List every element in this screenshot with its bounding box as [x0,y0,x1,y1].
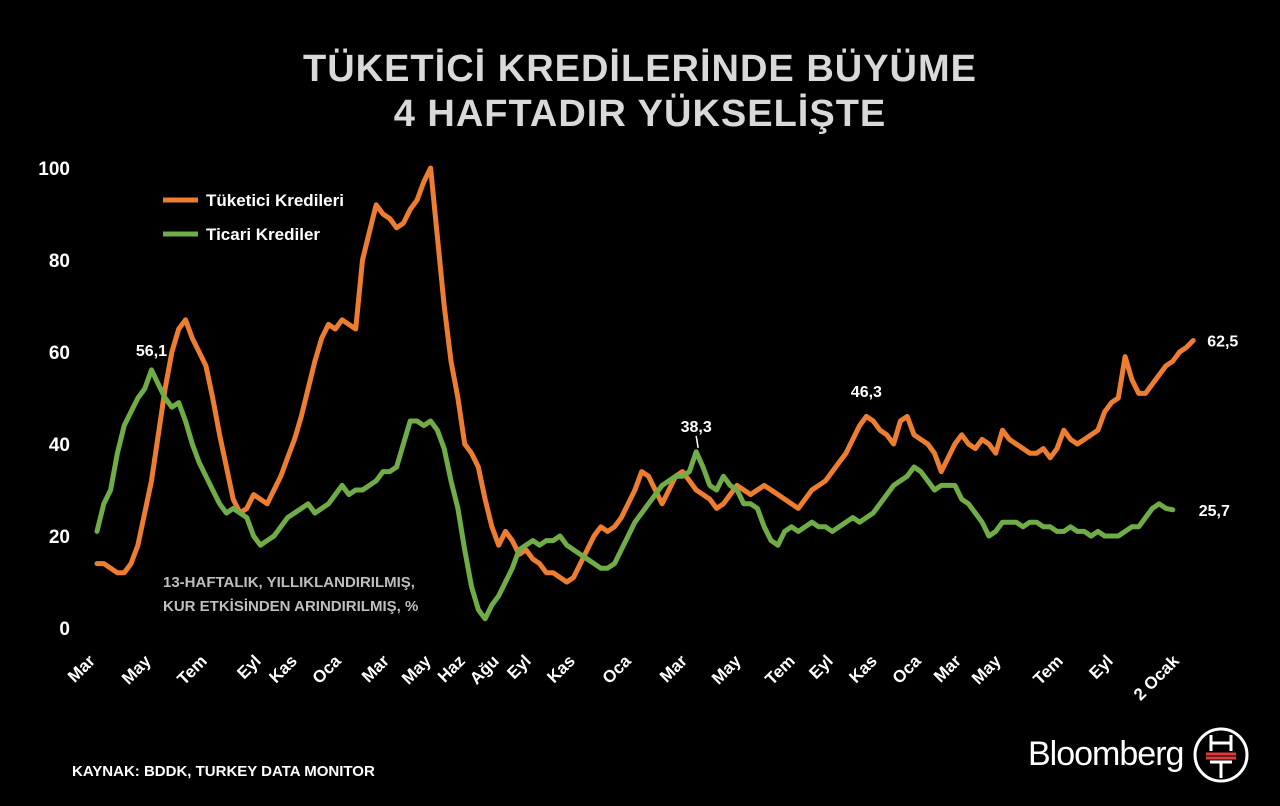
bloomberg-brand: Bloomberg [1028,735,1184,773]
y-tick-label: 0 [59,619,70,640]
x-tick-label: May [398,651,435,688]
series-lines [94,165,1196,622]
x-tick-label: Mar [64,651,99,686]
series-line-consumer [94,165,1196,585]
x-tick-label: Haz [434,651,469,686]
x-tick-label: Kas [543,651,578,686]
x-tick-label: Ağu [466,651,503,688]
x-tick-label: Tem [1030,651,1067,688]
annotation-pointer [695,435,699,448]
x-tick-label: May [708,651,745,688]
legend-label: Tüketici Kredileri [206,191,344,210]
x-tick-label: Mar [656,651,691,686]
x-tick-label: Kas [265,651,300,686]
x-tick-label: Eyl [503,651,534,682]
chart-note-line1: 13-HAFTALIK, YILLIKLANDIRILMIŞ, [163,574,415,591]
x-tick-label: Tem [762,651,799,688]
x-tick-label: Mar [358,651,393,686]
legend-label: Ticari Krediler [206,225,320,244]
data-label: 62,5 [1207,334,1238,351]
y-tick-label: 40 [49,435,70,456]
ht-logo-icon [1193,727,1249,783]
x-tick-label: Kas [845,651,880,686]
data-label: 25,7 [1199,503,1230,520]
y-tick-label: 80 [49,251,70,272]
y-tick-label: 100 [38,159,70,180]
x-tick-label: May [118,651,155,688]
data-label: 38,3 [681,419,712,436]
x-tick-label: Eyl [233,651,264,682]
data-annotations: 56,1 38,3 46,3 62,5 25,7 [136,334,1239,520]
y-axis-ticks: 0 20 40 60 80 100 [38,159,70,640]
legend: Tüketici Kredileri Ticari Krediler [163,191,344,244]
y-tick-label: 60 [49,343,70,364]
chart-note-line2: KUR ETKİSİNDEN ARINDIRILMIŞ, % [163,598,419,615]
x-tick-label: 2 Ocak [1130,651,1183,704]
x-tick-label: Mar [930,651,965,686]
chart-title-line2: 4 HAFTADIR YÜKSELİŞTE [393,93,887,135]
x-tick-label: May [968,651,1005,688]
data-label: 56,1 [136,343,167,360]
x-tick-label: Tem [174,651,211,688]
series-line-commercial [94,367,1176,622]
x-tick-label: Oca [599,651,636,688]
y-tick-label: 20 [49,527,70,548]
data-label: 46,3 [851,384,882,401]
x-tick-label: Eyl [1085,651,1116,682]
chart-title-line1: TÜKETİCİ KREDİLERİNDE BÜYÜME [302,48,978,90]
x-tick-label: Oca [889,651,926,688]
source-text: KAYNAK: BDDK, TURKEY DATA MONITOR [72,763,375,780]
x-tick-label: Eyl [805,651,836,682]
x-tick-label: Oca [309,651,346,688]
